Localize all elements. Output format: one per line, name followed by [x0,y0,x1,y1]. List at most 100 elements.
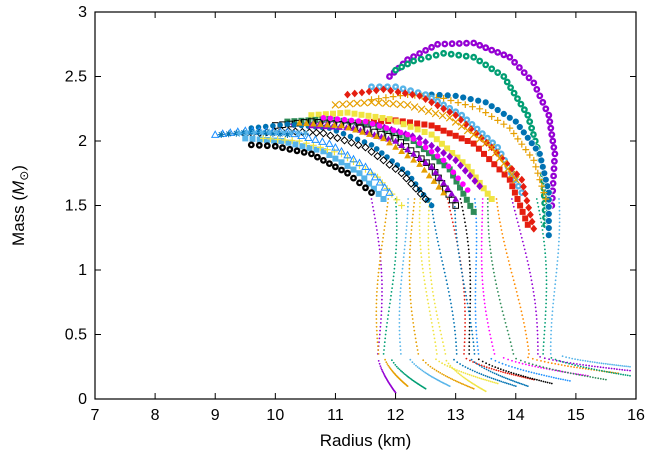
tail-dot [439,252,442,255]
data-point [300,149,308,156]
data-point [338,166,345,174]
data-point [375,177,385,186]
tail-dot [480,248,483,251]
data-point [263,142,271,150]
tail-dot [488,236,491,239]
tail-dot [496,379,499,382]
tail-dot [481,360,484,363]
data-point [452,195,460,202]
tail-dot [557,252,560,255]
tail-dot [384,358,386,361]
data-point [436,174,443,181]
tail-dot [417,353,420,355]
tail-dot [415,364,417,367]
tail-dot [426,294,428,297]
tail-dot [547,361,550,364]
tail-dot [533,298,536,301]
data-point [525,74,533,82]
tail-dot [391,359,393,362]
tail-dot [624,374,627,376]
tail-dot [378,333,381,336]
tail-dot [429,267,431,270]
tail-dot [404,244,406,247]
data-point [428,148,435,155]
tail-dot [474,375,477,378]
tail-dot [427,233,430,235]
tail-dot [413,363,416,365]
data-point [331,121,338,128]
tail-dot [567,371,569,374]
tail-dot [534,306,537,309]
tail-dot [429,275,432,278]
data-point [545,196,553,204]
tail-dot [523,248,526,251]
data-point [422,159,429,166]
tail-dot [531,377,534,380]
tail-dot [377,349,380,351]
tail-dot [545,287,548,289]
tail-dot [504,322,507,324]
tail-dot [464,366,467,368]
tail-dot [568,362,570,365]
tail-dot [486,318,488,320]
tail-dot [424,287,427,289]
tail-dot [527,263,530,266]
tail-dot [561,361,564,363]
tail-dot [455,233,458,235]
tail-dot [531,283,534,286]
data-point [433,136,440,143]
data-point [428,131,435,138]
tail-dot [404,236,407,239]
tail-dot [488,376,491,379]
tail-dot [489,370,492,373]
tail-dot [410,233,412,235]
tail-dot [477,349,479,351]
data-point [440,189,447,196]
tail-dot [504,381,506,384]
data-point [449,150,456,156]
tail-dot [476,337,478,340]
data-point [292,141,299,148]
data-point [385,188,394,196]
tail-dot [468,333,471,336]
tail-dot [549,345,552,347]
data-point [365,87,373,96]
data-point [354,140,363,150]
tail-dot [375,225,378,228]
tail-dot [475,229,478,231]
tail-dot [551,306,554,309]
tail-dot [500,306,503,309]
tail-dot [390,294,392,297]
data-point [288,137,296,144]
tail-dot [489,333,491,336]
tail-dot [466,385,469,388]
tail-dot [537,353,539,355]
tail-dot [380,248,383,251]
data-point [476,41,484,49]
tail-dot [503,240,505,243]
tail-dot [542,341,545,344]
data-point [411,184,421,193]
tail-dot [399,345,402,347]
tail-dot [395,233,398,235]
data-point [410,103,419,111]
tail-dot [418,367,421,370]
tail-dot [525,384,528,387]
tail-dot [542,233,544,235]
tail-dot [482,374,485,376]
data-point [514,135,522,143]
tail-dot [462,279,465,282]
tail-dot [379,260,381,262]
tail-dot [464,306,466,309]
tail-dot [375,294,378,297]
data-point [452,111,460,120]
tail-dot [407,198,409,200]
tail-dot [543,337,545,340]
tail-dot [552,302,555,305]
tail-dot [394,252,397,255]
tail-dot [380,302,383,305]
tail-dot [589,360,592,363]
tail-dot [435,233,438,235]
data-point [349,154,358,163]
data-point [494,117,502,124]
